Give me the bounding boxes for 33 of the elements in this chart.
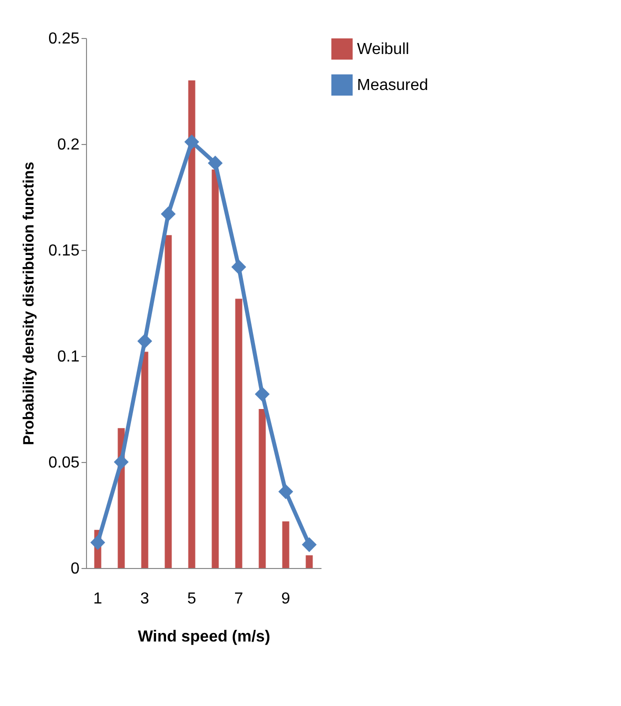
point bbox=[137, 334, 152, 349]
bar bbox=[164, 235, 172, 568]
point bbox=[302, 537, 317, 552]
x-tick-label: 1 bbox=[93, 590, 102, 608]
bar bbox=[235, 298, 242, 568]
y-tick-label: 0 bbox=[70, 560, 80, 578]
bar bbox=[212, 169, 219, 568]
y-tick-label: 0.2 bbox=[57, 136, 80, 154]
point bbox=[254, 386, 270, 402]
point bbox=[160, 206, 176, 222]
y-axis-title: Probability density distribution functins bbox=[20, 162, 38, 446]
legend-label: Weibull bbox=[357, 41, 410, 58]
bar bbox=[282, 521, 290, 568]
y-tick-label: 0.05 bbox=[48, 454, 80, 472]
point bbox=[184, 134, 200, 150]
x-tick-label: 7 bbox=[234, 590, 244, 608]
y-tick-label: 0.15 bbox=[48, 242, 80, 260]
bar bbox=[258, 409, 266, 568]
x-tick-label: 3 bbox=[140, 590, 150, 608]
x-tick-label: 9 bbox=[281, 590, 290, 608]
bar bbox=[188, 80, 196, 568]
legend-label: Measured bbox=[357, 77, 428, 94]
point bbox=[114, 454, 129, 470]
bar bbox=[306, 555, 313, 568]
x-axis-title: Wind speed (m/s) bbox=[138, 628, 270, 646]
point bbox=[278, 484, 294, 500]
bar bbox=[141, 352, 148, 568]
point bbox=[231, 260, 246, 274]
x-tick-label: 5 bbox=[187, 590, 196, 608]
point bbox=[90, 535, 106, 550]
y-tick-label: 0.1 bbox=[57, 348, 80, 366]
y-tick-label: 0.25 bbox=[48, 30, 80, 48]
point bbox=[208, 156, 223, 170]
